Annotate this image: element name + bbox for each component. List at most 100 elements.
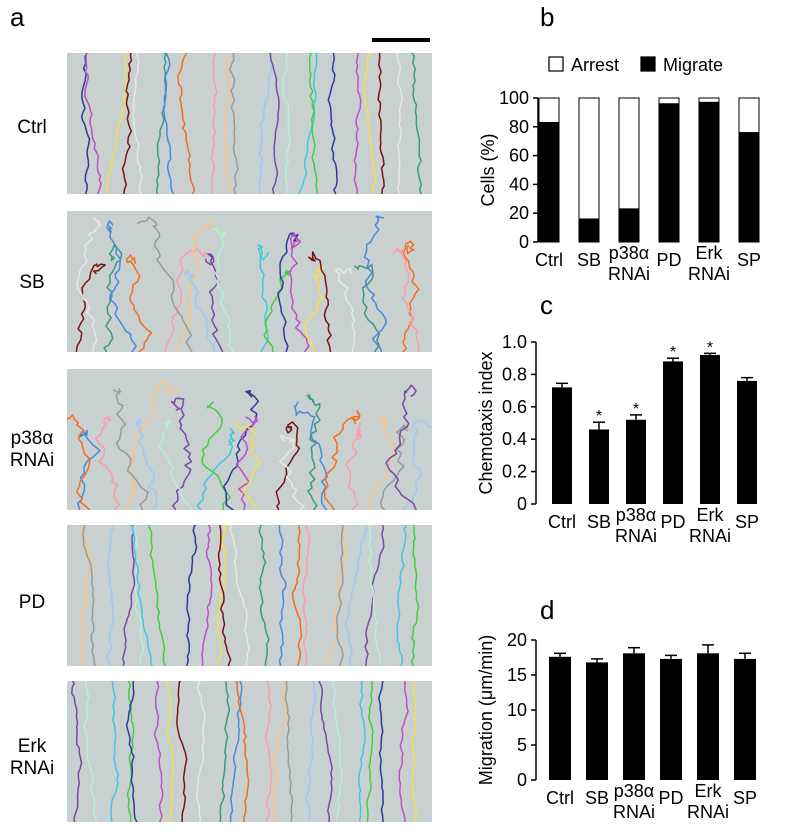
cell-track [219,681,231,822]
row-label-ctrl: Ctrl [17,117,47,138]
bar [663,361,683,504]
bar-migrate [658,103,680,243]
cell-track [67,414,91,510]
cell-track [271,681,287,822]
legend-swatch-arrest [548,56,564,72]
cell-track [327,53,338,194]
cell-track [336,525,344,666]
bar-migrate [698,101,720,243]
y-tick-label: 0.8 [502,364,527,384]
cell-track [113,388,149,510]
category-label: PD [660,512,685,532]
category-label: PD [656,250,681,270]
cell-track [366,681,374,822]
y-tick-label: 1.0 [502,332,527,352]
cell-track [135,416,158,510]
cell-track [222,389,260,510]
y-tick-label: 60 [509,146,529,166]
cell-track [110,681,120,822]
chart-cells-percent: Arrest Migrate 0 20 40 60 80 100 Cells (%) Ctrl SB… [478,55,761,284]
cell-track [234,421,261,510]
legend-label-arrest: Arrest [571,55,619,75]
row-label-erk-rnai: Erk RNAi [9,736,55,779]
bar-arrest [578,97,600,220]
cell-track [170,397,193,510]
cell-track [186,525,198,666]
cell-track [367,525,383,666]
cell-track [302,525,311,666]
panel-letter-c: c [540,290,553,320]
bar [697,653,719,780]
significance-marker: * [633,401,639,418]
cell-track [121,525,136,666]
cell-track [258,525,270,666]
row-label-p38a-rnai: p38α RNAi [9,428,55,471]
y-tick-label: 100 [499,88,529,108]
category-label: RNAi [615,526,657,546]
cell-track [377,53,385,194]
y-tick-label: 0.4 [502,429,527,449]
cell-track [362,53,377,194]
row-label-sb: SB [19,272,45,293]
cell-track [396,53,404,194]
y-tick-label: 0 [517,770,527,790]
cell-track [411,681,417,822]
cell-track [257,244,270,352]
cell-track [75,263,107,352]
scale-bar [372,38,430,42]
cell-track [282,53,292,194]
cell-track [275,421,301,510]
bar-migrate [738,132,760,243]
bar [589,429,609,504]
category-label: RNAi [688,264,730,284]
track-panel-ctrl [67,53,432,194]
y-tick-label: 20 [509,203,529,223]
y-tick-label: 10 [507,700,527,720]
tracks-erk-rnai [71,681,417,822]
y-tick-label: 0.6 [502,397,527,417]
legend-label-migrate: Migrate [663,55,723,75]
tracks-pd [79,525,420,666]
cell-track [201,401,231,510]
bar [549,656,571,780]
cell-track [155,53,167,194]
cell-track [176,681,188,822]
cell-track [125,681,138,822]
cell-track [334,267,356,352]
cell-track [71,681,83,822]
cell-track [308,53,319,194]
cell-track [368,416,396,510]
cell-track [344,525,368,666]
cell-track [235,415,258,510]
cell-track [392,247,420,352]
cell-track [83,681,98,822]
cell-track [411,53,423,194]
cell-track [264,681,273,822]
cell-track [166,681,175,822]
cell-track [217,525,232,666]
y-tick-label: 0.2 [502,462,527,482]
category-label: SB [587,512,611,532]
cell-track [195,681,206,822]
cell-track [223,53,232,194]
cell-track [234,681,250,822]
cell-track [196,428,236,510]
y-tick-label: 0 [519,232,529,252]
cell-track [289,231,310,352]
cell-track [76,217,102,352]
cell-track [94,416,121,510]
y-tick-label: 15 [507,665,527,685]
category-label: RNAi [689,526,731,546]
cell-track [228,525,251,666]
cell-track [210,53,218,194]
cell-track [84,53,102,194]
category-label: Ctrl [548,512,576,532]
cell-track [125,254,153,352]
cell-track [327,525,347,666]
cell-track [353,263,381,352]
bar [552,387,572,504]
cell-track [318,681,333,822]
bar-arrest [538,97,560,123]
bar [737,380,757,504]
